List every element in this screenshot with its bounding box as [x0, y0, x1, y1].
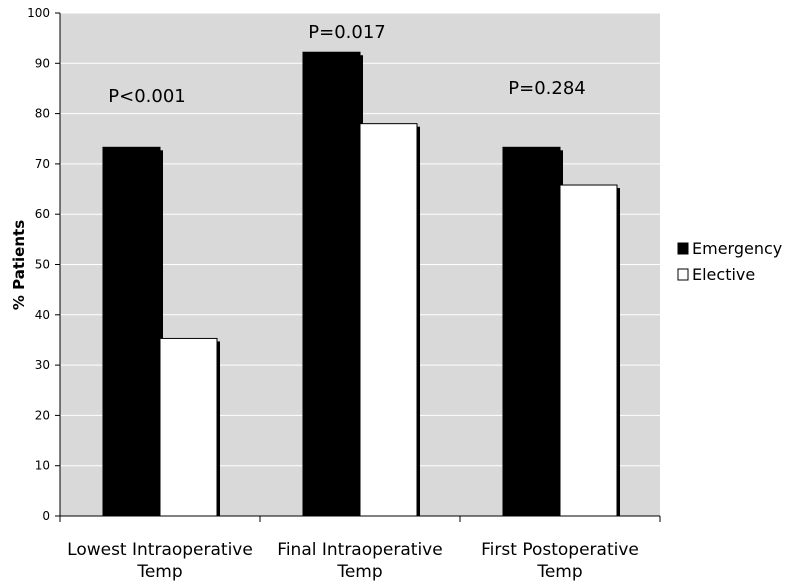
y-tick-label: 0 [42, 509, 50, 523]
legend: Emergency Elective [677, 239, 782, 284]
p-value-label: P=0.017 [308, 22, 385, 43]
y-tick-label: 30 [35, 358, 50, 372]
legend-swatch-emergency [677, 242, 689, 255]
y-axis-title: % Patients [10, 220, 28, 310]
bar-emergency [302, 51, 361, 517]
y-tick-label: 80 [35, 107, 50, 121]
legend-swatch-elective [677, 268, 689, 281]
y-tick-label: 40 [35, 308, 50, 322]
y-tick-label: 90 [35, 56, 50, 70]
y-tick-label: 70 [35, 157, 50, 171]
p-value-annotations: P<0.001 P=0.017 P=0.284 [108, 22, 585, 107]
bars [102, 51, 620, 517]
y-tick-label: 10 [35, 459, 50, 473]
bar-emergency [502, 146, 561, 517]
category-label: Temp [336, 562, 382, 582]
bar-elective [159, 337, 218, 517]
bar-emergency [102, 146, 161, 517]
y-tick-label: 50 [35, 258, 50, 272]
y-tick-label: 60 [35, 207, 50, 221]
category-label: Final Intraoperative [277, 540, 442, 560]
p-value-label: P<0.001 [108, 86, 185, 107]
legend-label-elective: Elective [692, 265, 755, 284]
legend-label-emergency: Emergency [692, 239, 782, 258]
y-tick-labels: 0 10 20 30 40 50 60 70 80 90 100 [27, 6, 60, 523]
y-tick-label: 20 [35, 408, 50, 422]
category-label: First Postoperative [481, 540, 639, 560]
category-label: Temp [136, 562, 182, 582]
bar-elective [559, 184, 618, 517]
bar-elective [359, 123, 418, 517]
category-label: Temp [536, 562, 582, 582]
category-label: Lowest Intraoperative [67, 540, 253, 560]
p-value-label: P=0.284 [508, 78, 585, 99]
y-tick-label: 100 [27, 6, 50, 20]
